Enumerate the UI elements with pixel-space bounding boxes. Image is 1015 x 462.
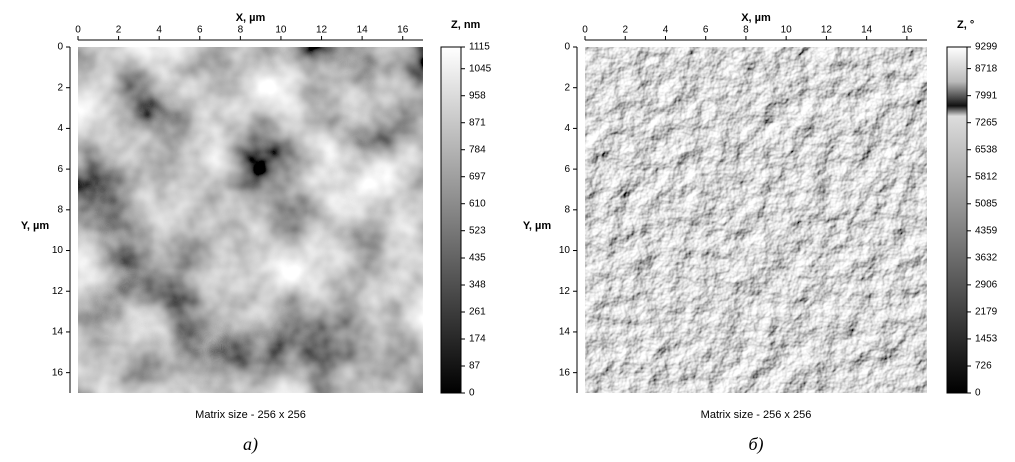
colorbar-tick-label: 261 xyxy=(469,307,486,318)
x-axis-title: X, µm xyxy=(236,12,266,24)
caption: Matrix size - 256 x 256 xyxy=(195,409,306,421)
y-tick-label: 12 xyxy=(559,286,571,297)
y-tick-label: 16 xyxy=(52,367,64,378)
y-tick-label: 16 xyxy=(559,367,571,378)
colorbar-tick-label: 8718 xyxy=(975,63,998,74)
colorbar-tick-label: 784 xyxy=(469,144,486,155)
colorbar xyxy=(947,47,967,393)
colorbar-tick-label: 610 xyxy=(469,198,486,209)
colorbar-tick-label: 9299 xyxy=(975,42,998,53)
y-tick-label: 4 xyxy=(564,123,570,134)
colorbar-tick-label: 958 xyxy=(469,90,486,101)
x-tick-label: 2 xyxy=(116,25,122,36)
x-tick-label: 2 xyxy=(622,25,628,36)
figure: 02468101214160246810121416X, µmY, µm0871… xyxy=(0,0,1015,462)
x-tick-label: 14 xyxy=(861,25,873,36)
colorbar-tick-label: 3632 xyxy=(975,253,998,264)
y-tick-label: 2 xyxy=(57,82,63,93)
colorbar-tick-label: 174 xyxy=(469,334,486,345)
x-tick-label: 14 xyxy=(357,25,369,36)
colorbar-tick-label: 523 xyxy=(469,225,486,236)
y-tick-label: 8 xyxy=(57,204,63,215)
panel-label: а) xyxy=(243,434,258,455)
colorbar-tick-label: 697 xyxy=(469,171,486,182)
panel-label: б) xyxy=(748,434,763,455)
x-tick-label: 8 xyxy=(238,25,244,36)
y-tick-label: 10 xyxy=(559,245,571,256)
x-tick-label: 6 xyxy=(703,25,709,36)
colorbar-tick-label: 348 xyxy=(469,280,486,291)
colorbar-tick-label: 2179 xyxy=(975,307,998,318)
colorbar xyxy=(441,47,461,393)
x-tick-label: 4 xyxy=(156,25,162,36)
x-tick-label: 10 xyxy=(275,25,287,36)
x-tick-label: 16 xyxy=(397,25,409,36)
y-tick-label: 14 xyxy=(559,327,571,338)
y-tick-label: 2 xyxy=(564,82,570,93)
y-tick-label: 12 xyxy=(52,286,64,297)
colorbar-tick-label: 6538 xyxy=(975,144,998,155)
x-tick-label: 0 xyxy=(75,25,81,36)
y-axis-title: Y, µm xyxy=(21,220,50,232)
x-axis-title: X, µm xyxy=(741,12,771,24)
colorbar-tick-label: 87 xyxy=(469,361,481,372)
colorbar-tick-label: 7265 xyxy=(975,117,998,128)
x-tick-label: 6 xyxy=(197,25,203,36)
x-tick-label: 4 xyxy=(663,25,669,36)
x-tick-label: 16 xyxy=(901,25,913,36)
y-tick-label: 0 xyxy=(564,42,570,53)
x-tick-label: 0 xyxy=(582,25,588,36)
x-tick-label: 10 xyxy=(781,25,793,36)
scan-image xyxy=(78,47,423,393)
colorbar-tick-label: 726 xyxy=(975,361,992,372)
colorbar-tick-label: 1115 xyxy=(469,42,490,53)
colorbar-tick-label: 7991 xyxy=(975,90,998,101)
colorbar-tick-label: 5085 xyxy=(975,198,998,209)
x-tick-label: 8 xyxy=(743,25,749,36)
x-tick-label: 12 xyxy=(316,25,328,36)
colorbar-tick-label: 1453 xyxy=(975,334,998,345)
colorbar-title: Z, ° xyxy=(957,19,974,31)
y-tick-label: 6 xyxy=(564,164,570,175)
y-tick-label: 4 xyxy=(57,123,63,134)
y-tick-label: 6 xyxy=(57,164,63,175)
colorbar-tick-label: 0 xyxy=(469,388,475,399)
colorbar-tick-label: 871 xyxy=(469,117,486,128)
x-tick-label: 12 xyxy=(821,25,833,36)
colorbar-tick-label: 435 xyxy=(469,253,486,264)
colorbar-tick-label: 0 xyxy=(975,388,981,399)
y-axis-title: Y, µm xyxy=(523,220,552,232)
y-tick-label: 10 xyxy=(52,245,64,256)
caption: Matrix size - 256 x 256 xyxy=(701,409,812,421)
scan-image xyxy=(585,47,927,393)
colorbar-tick-label: 2906 xyxy=(975,280,998,291)
y-tick-label: 8 xyxy=(564,204,570,215)
colorbar-title: Z, nm xyxy=(451,19,481,31)
y-tick-label: 14 xyxy=(52,327,64,338)
colorbar-tick-label: 1045 xyxy=(469,63,492,74)
colorbar-tick-label: 5812 xyxy=(975,171,998,182)
colorbar-tick-label: 4359 xyxy=(975,225,998,236)
y-tick-label: 0 xyxy=(57,42,63,53)
